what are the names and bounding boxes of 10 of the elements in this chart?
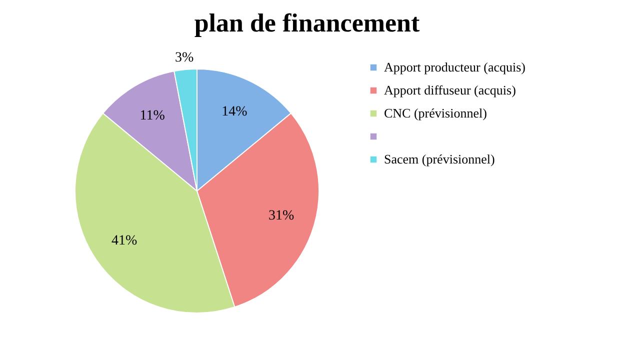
data-label: 14% [222,104,248,120]
data-label: 3% [175,50,194,66]
chart-title: plan de financement [194,8,420,38]
data-label: 11% [140,108,166,124]
data-label: 41% [112,233,138,248]
data-label: 31% [268,208,295,224]
legend-label: Sacem (prévisionnel) [384,152,495,166]
legend-label: Apport diffuseur (acquis) [384,82,516,98]
legend-label: Apport producteur (acquis) [384,60,526,74]
legend-label: CNC (prévisionnel) [384,106,487,120]
